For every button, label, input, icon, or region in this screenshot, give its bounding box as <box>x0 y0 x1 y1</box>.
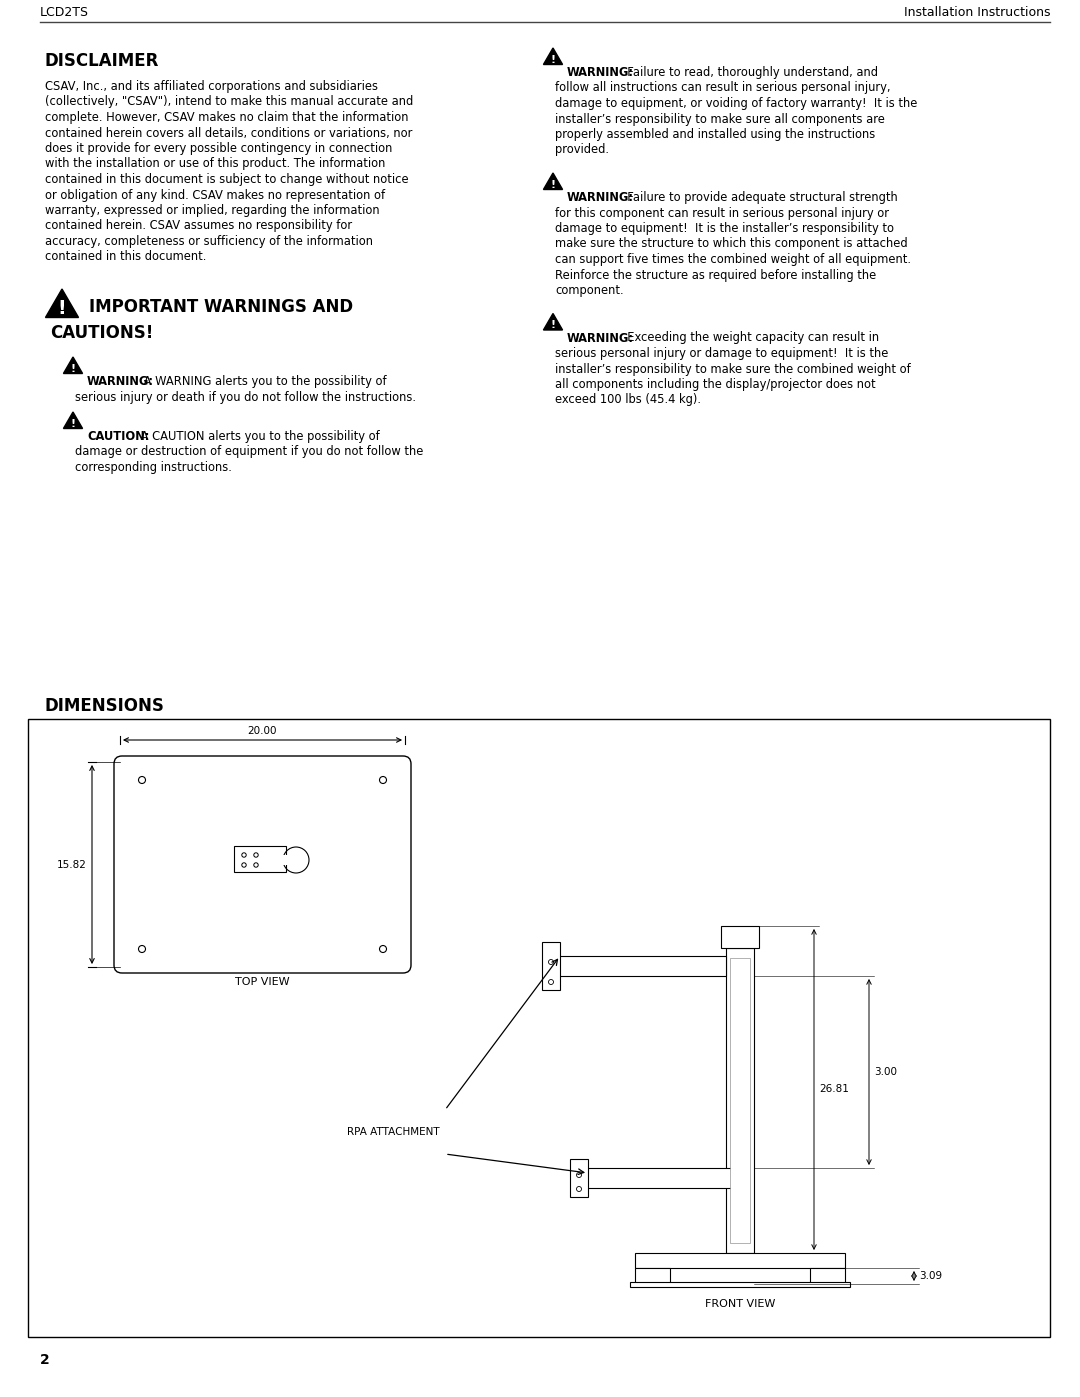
Text: WARNING:: WARNING: <box>567 66 634 80</box>
Text: CSAV, Inc., and its affiliated corporations and subsidiaries: CSAV, Inc., and its affiliated corporati… <box>45 80 378 94</box>
Text: FRONT VIEW: FRONT VIEW <box>705 1299 775 1309</box>
Text: follow all instructions can result in serious personal injury,: follow all instructions can result in se… <box>555 81 891 95</box>
Text: damage to equipment, or voiding of factory warranty!  It is the: damage to equipment, or voiding of facto… <box>555 96 917 110</box>
Text: IMPORTANT WARNINGS AND: IMPORTANT WARNINGS AND <box>89 298 353 316</box>
Text: (collectively, "CSAV"), intend to make this manual accurate and: (collectively, "CSAV"), intend to make t… <box>45 95 414 109</box>
Text: or obligation of any kind. CSAV makes no representation of: or obligation of any kind. CSAV makes no… <box>45 189 386 201</box>
Text: LCD2TS: LCD2TS <box>40 6 89 20</box>
Text: TOP VIEW: TOP VIEW <box>235 977 289 988</box>
Text: Failure to read, thoroughly understand, and: Failure to read, thoroughly understand, … <box>620 66 878 80</box>
Text: contained in this document is subject to change without notice: contained in this document is subject to… <box>45 173 408 186</box>
Bar <box>635 1268 670 1284</box>
Bar <box>28 719 1050 1337</box>
Text: 3.09: 3.09 <box>919 1271 942 1281</box>
Text: !: ! <box>551 180 555 190</box>
Polygon shape <box>543 47 563 64</box>
Bar <box>584 1168 734 1187</box>
Text: !: ! <box>70 419 76 429</box>
Text: with the installation or use of this product. The information: with the installation or use of this pro… <box>45 158 386 170</box>
Bar <box>542 942 561 990</box>
Bar <box>551 956 726 977</box>
Text: exceed 100 lbs (45.4 kg).: exceed 100 lbs (45.4 kg). <box>555 394 701 407</box>
Text: contained herein covers all details, conditions or variations, nor: contained herein covers all details, con… <box>45 127 413 140</box>
Text: A CAUTION alerts you to the possibility of: A CAUTION alerts you to the possibility … <box>137 430 380 443</box>
Text: corresponding instructions.: corresponding instructions. <box>75 461 232 474</box>
Polygon shape <box>543 173 563 190</box>
Text: WARNING:: WARNING: <box>87 374 154 388</box>
Text: 15.82: 15.82 <box>57 859 87 869</box>
Text: installer’s responsibility to make sure all components are: installer’s responsibility to make sure … <box>555 113 885 126</box>
Polygon shape <box>64 358 82 373</box>
Text: provided.: provided. <box>555 144 609 156</box>
Text: RPA ATTACHMENT: RPA ATTACHMENT <box>348 1127 440 1137</box>
Text: all components including the display/projector does not: all components including the display/pro… <box>555 379 876 391</box>
Bar <box>570 1160 588 1197</box>
Text: 2: 2 <box>40 1354 50 1368</box>
Polygon shape <box>543 313 563 330</box>
Text: 20.00: 20.00 <box>247 726 278 736</box>
Text: CAUTION:: CAUTION: <box>87 430 149 443</box>
Text: !: ! <box>70 363 76 373</box>
Text: make sure the structure to which this component is attached: make sure the structure to which this co… <box>555 237 907 250</box>
Bar <box>234 847 286 872</box>
Text: !: ! <box>551 320 555 330</box>
Bar <box>282 855 296 865</box>
Bar <box>810 1268 845 1284</box>
Text: complete. However, CSAV makes no claim that the information: complete. However, CSAV makes no claim t… <box>45 110 408 124</box>
Text: installer’s responsibility to make sure the combined weight of: installer’s responsibility to make sure … <box>555 362 910 376</box>
Bar <box>730 958 750 1243</box>
Text: 3.00: 3.00 <box>874 1067 897 1077</box>
Text: damage or destruction of equipment if you do not follow the: damage or destruction of equipment if yo… <box>75 446 423 458</box>
Text: CAUTIONS!: CAUTIONS! <box>50 324 153 342</box>
Text: component.: component. <box>555 284 623 298</box>
Text: serious injury or death if you do not follow the instructions.: serious injury or death if you do not fo… <box>75 391 416 404</box>
Bar <box>726 949 754 1253</box>
Text: contained in this document.: contained in this document. <box>45 250 206 264</box>
Text: !: ! <box>57 299 66 319</box>
Text: accuracy, completeness or sufficiency of the information: accuracy, completeness or sufficiency of… <box>45 235 373 249</box>
Text: A WARNING alerts you to the possibility of: A WARNING alerts you to the possibility … <box>140 374 387 388</box>
Text: Exceeding the weight capacity can result in: Exceeding the weight capacity can result… <box>620 331 879 345</box>
Text: DIMENSIONS: DIMENSIONS <box>45 697 165 715</box>
Text: 26.81: 26.81 <box>819 1084 849 1094</box>
Text: Failure to provide adequate structural strength: Failure to provide adequate structural s… <box>620 191 897 204</box>
Text: warranty, expressed or implied, regarding the information: warranty, expressed or implied, regardin… <box>45 204 380 217</box>
FancyBboxPatch shape <box>114 756 411 972</box>
Text: can support five times the combined weight of all equipment.: can support five times the combined weig… <box>555 253 912 265</box>
Text: contained herein. CSAV assumes no responsibility for: contained herein. CSAV assumes no respon… <box>45 219 352 232</box>
Bar <box>721 926 759 949</box>
Text: serious personal injury or damage to equipment!  It is the: serious personal injury or damage to equ… <box>555 346 889 360</box>
Polygon shape <box>45 289 79 317</box>
Text: WARNING:: WARNING: <box>567 331 634 345</box>
Text: does it provide for every possible contingency in connection: does it provide for every possible conti… <box>45 142 392 155</box>
Bar <box>635 1253 845 1268</box>
Polygon shape <box>64 412 82 429</box>
Bar <box>120 761 405 967</box>
Text: !: ! <box>551 54 555 64</box>
Text: damage to equipment!  It is the installer’s responsibility to: damage to equipment! It is the installer… <box>555 222 894 235</box>
Text: properly assembled and installed using the instructions: properly assembled and installed using t… <box>555 129 875 141</box>
Text: for this component can result in serious personal injury or: for this component can result in serious… <box>555 207 889 219</box>
Text: Reinforce the structure as required before installing the: Reinforce the structure as required befo… <box>555 268 876 282</box>
Text: Installation Instructions: Installation Instructions <box>904 6 1050 20</box>
Text: DISCLAIMER: DISCLAIMER <box>45 52 160 70</box>
Text: WARNING:: WARNING: <box>567 191 634 204</box>
Bar <box>630 1282 850 1287</box>
